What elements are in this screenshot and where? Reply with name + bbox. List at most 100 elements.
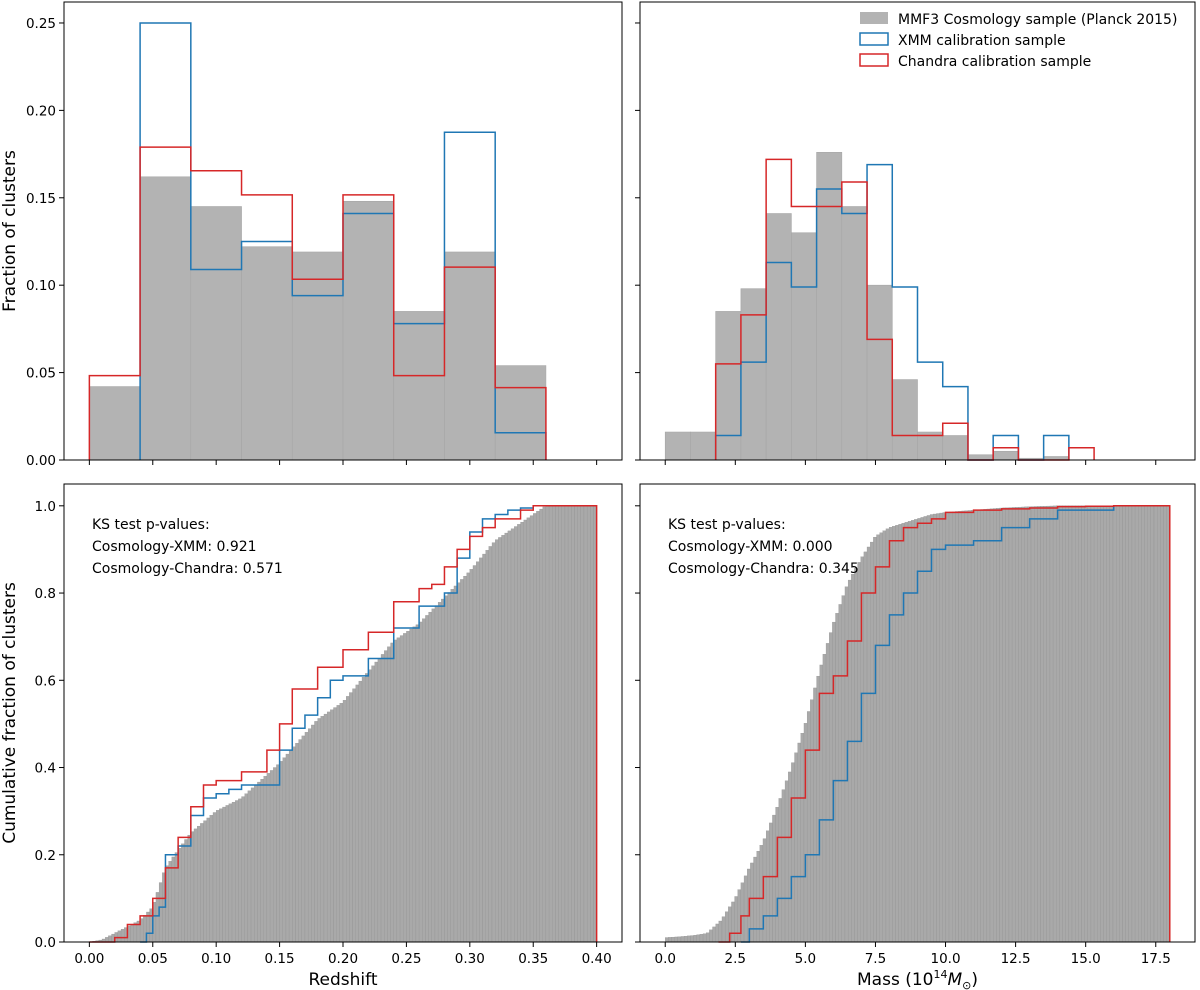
hist-bar [241,246,293,461]
cdf-bar [561,505,566,943]
cdf-bar [320,716,325,943]
cdf-mass-panel: 0.0 2.5 5.0 7.5 10.0 12.5 15.0 17.5 Mass (1014M⊙… [635,483,1196,990]
cdf-bar [1122,505,1126,943]
cdf-bar [1093,505,1098,943]
cdf-bar [298,739,302,943]
cdf-bar [1011,507,1016,943]
cdf-bar [1065,505,1070,943]
cdf-bar [1043,506,1047,943]
cdf-bar [225,805,230,943]
hist-bar [841,206,868,461]
cdf-bar [1097,505,1101,943]
cdf-bar [709,929,713,943]
cdf-bar [1015,507,1019,943]
cdf-bar [948,511,953,943]
y-tick-label: 0.05 [26,366,56,382]
hist-redshift-panel: 0.00 0.05 0.10 0.15 0.20 0.25 Fraction of clus… [0,1,623,469]
legend-label: MMF3 Cosmology sample (Planck 2015) [898,12,1177,28]
cdf-bar [292,746,296,943]
cdf-bar [447,592,451,943]
cdf-bar [209,815,214,943]
cdf-bar [548,505,553,943]
y-axis: 0.00 0.05 0.10 0.15 0.20 0.25 [26,16,64,469]
hist-bar [917,431,944,461]
cdf-bar [873,537,877,943]
cdf-bar [479,557,483,943]
cdf-bar [117,930,122,943]
cdf-bar [456,582,461,943]
cdf-bar [1052,505,1057,943]
cdf-bar [371,665,375,943]
cdf-bar [453,585,458,943]
cdf-bar [854,568,858,943]
cdf-bar [706,932,710,943]
cdf-bar [772,814,776,943]
y-tick-label: 0.2 [35,848,56,864]
cdf-bar [333,707,337,943]
cdf-bar [945,512,950,943]
cdf-bar [996,508,1000,943]
cdf-bar [929,514,934,943]
cdf-bar [999,507,1003,943]
cdf-bar [187,834,191,943]
cdf-bar [260,779,264,943]
y-tick-label: 0.20 [26,103,56,119]
cdf-bar [734,896,738,943]
annotation-line: KS test p-values: [92,517,210,533]
cdf-bar [339,703,344,943]
hist-bar [967,454,994,461]
cdf-bar [970,510,975,943]
cdf-bar [974,509,978,943]
series-mmf3-cosmology-sample-planck-2015- [665,505,1170,943]
cdf-bar [718,920,723,943]
cdf-bar [876,534,880,943]
cdf-bar [574,505,578,943]
cdf-bar [1109,505,1114,943]
cdf-bar [460,579,464,943]
cdf-bar [794,752,798,943]
x-tick-label: 0.10 [201,951,231,967]
cdf-bar [590,505,594,943]
cdf-bar [1062,505,1066,943]
cdf-bar [1040,506,1044,943]
cdf-bar [288,750,293,943]
cdf-bar [1138,505,1142,943]
annotation-line: Cosmology-Chandra: 0.571 [92,561,283,577]
cdf-bar [536,511,540,943]
hist-bar [393,311,445,461]
cdf-bar [517,524,521,943]
cdf-bar [791,762,795,943]
cdf-bar [989,508,994,943]
cdf-bar [1081,505,1085,943]
cdf-bar [279,761,283,943]
cdf-bar [545,505,550,943]
series-mmf3-cosmology-sample-planck-2015- [89,505,597,943]
cdf-bar [683,936,688,943]
cdf-bar [822,654,827,943]
cdf-line [718,505,1171,943]
cdf-bar [1090,505,1095,943]
cdf-bar [307,728,312,943]
cdf-bar [564,505,569,943]
cdf-bar [586,505,591,943]
cdf-bar [1134,505,1139,943]
legend-swatch [860,12,888,24]
cdf-bar [1037,506,1041,943]
cdf-bar [130,924,134,943]
cdf-bar [507,530,512,943]
cdf-bar [491,542,496,943]
cdf-bar [250,787,255,943]
hist-bar [942,435,969,461]
cdf-bar [304,732,309,943]
x-tick-label: 0.15 [265,951,295,967]
x-axis-label-main: Mass (10 [857,970,933,990]
cdf-bar [1112,505,1117,943]
cdf-bar [555,505,559,943]
cdf-bar [450,589,455,943]
cdf-bar [282,757,287,943]
cdf-bar [731,901,735,943]
cdf-bar [533,513,537,943]
series-mmf3-cosmology-sample-planck-2015- [89,176,547,461]
cdf-bar [1125,505,1129,943]
x-axis-label-main: Redshift [308,970,377,990]
